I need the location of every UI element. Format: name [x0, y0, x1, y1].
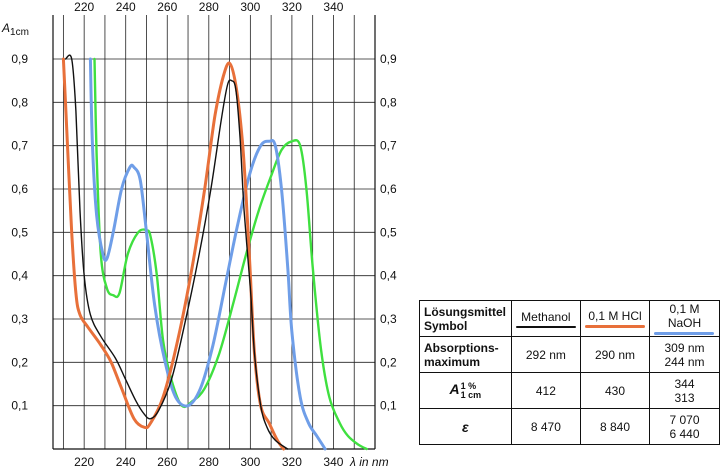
solvent-legend-table: Lösungsmittel Symbol Methanol 0,1 M HCl … [419, 300, 720, 445]
x-tick-label-top: 260 [157, 0, 177, 14]
header-label-cell: Lösungsmittel Symbol [419, 300, 512, 337]
table-cell: 430 [579, 372, 650, 409]
y-tick-label: 0,2 [11, 355, 28, 369]
label-sup: 1 % [460, 380, 477, 391]
x-tick-label: 340 [323, 455, 343, 467]
row-label-epsilon: ε [419, 408, 512, 445]
cell-line1: 7 070 [669, 412, 700, 427]
y-tick-label: 0,6 [11, 182, 28, 196]
header-hcl-cell: 0,1 M HCl [579, 300, 650, 337]
y-tick-label-right: 0,1 [380, 399, 397, 413]
chart-series [61, 54, 368, 451]
cell-line2: 244 nm [664, 354, 705, 369]
table-cell: 290 nm [579, 336, 650, 373]
y-tick-label-right: 0,2 [380, 355, 397, 369]
x-tick-label: 260 [157, 455, 177, 467]
y-tick-label: 0,4 [11, 269, 28, 283]
x-tick-label-top: 280 [199, 0, 219, 14]
y-tick-label-right: 0,7 [380, 139, 397, 153]
y-tick-label: 0,7 [11, 139, 28, 153]
table-cell: 292 nm [510, 336, 581, 373]
x-tick-label-top: 300 [240, 0, 260, 14]
table-row: ε 8 470 8 840 7 070 6 440 [419, 408, 720, 445]
row-label-line2: maximum [424, 354, 481, 369]
x-tick-label: 240 [116, 455, 136, 467]
header-naoh-cell: 0,1 M NaOH [648, 300, 720, 337]
x-tick-label: 220 [74, 455, 94, 467]
table-row: Absorptions- maximum 292 nm 290 nm 309 n… [419, 336, 720, 373]
y-tick-label-right: 0,4 [380, 269, 397, 283]
y-tick-label: 0,3 [11, 312, 28, 326]
table-cell: 8 470 [510, 408, 581, 445]
row-label-line1: Absorptions- [424, 340, 499, 355]
y-tick-label: 0,9 [11, 52, 28, 66]
header-hcl-label: 0,1 M HCl [588, 309, 642, 323]
header-naoh-label: 0,1 M NaOH [667, 302, 702, 330]
x-tick-label-top: 240 [116, 0, 136, 14]
y-tick-label: 0,1 [11, 399, 28, 413]
header-label-solvent: Lösungsmittel [424, 304, 507, 319]
methanol-line-swatch [515, 325, 576, 328]
chart-grid [53, 15, 375, 449]
series-line-1 [64, 54, 289, 450]
x-tick-label: 300 [240, 455, 260, 467]
label-a: A [449, 380, 460, 397]
row-label-absorption: Absorptions- maximum [419, 336, 512, 373]
header-methanol-label: Methanol [521, 309, 571, 324]
cell-line1: 309 nm [664, 340, 705, 355]
y-tick-label-right: 0,3 [380, 312, 397, 326]
y-tick-label: 0,5 [11, 225, 28, 239]
series-line-4 [93, 57, 368, 451]
y-tick-label-right: 0,6 [380, 182, 397, 196]
hcl-line-swatch [584, 325, 645, 328]
chart-axes [52, 15, 376, 450]
x-tick-label: 320 [282, 455, 302, 467]
naoh-line-swatch [654, 332, 715, 335]
chart-labels: 220 240 260 280 300 320 340 220 240 260 280 300 320 3… [1, 0, 397, 467]
table-header-row: Lösungsmittel Symbol Methanol 0,1 M HCl … [419, 300, 720, 337]
x-tick-label-top: 220 [74, 0, 94, 14]
header-methanol-cell: Methanol [510, 300, 581, 337]
y-axis-label: A1cm [1, 21, 29, 38]
x-axis-label: λ in nm [349, 455, 389, 467]
table-cell: 309 nm 244 nm [648, 336, 720, 373]
y-tick-label-right: 0,5 [380, 225, 397, 239]
y-tick-label: 0,8 [11, 95, 28, 109]
table-cell: 8 840 [579, 408, 650, 445]
x-tick-label-top: 320 [282, 0, 302, 14]
header-label-symbol: Symbol [424, 318, 468, 333]
cell-line2: 6 440 [669, 426, 700, 441]
table-cell: 7 070 6 440 [648, 408, 720, 445]
cell-line2: 313 [674, 390, 695, 405]
label-sub: 1 cm [460, 389, 482, 400]
series-line-3 [88, 57, 327, 451]
x-tick-label: 280 [199, 455, 219, 467]
y-tick-label-right: 0,8 [380, 95, 397, 109]
table-cell: 412 [510, 372, 581, 409]
y-tick-label-right: 0,9 [380, 52, 397, 66]
table-cell: 344 313 [648, 372, 720, 409]
x-tick-label-top: 340 [323, 0, 343, 14]
cell-line1: 344 [674, 376, 695, 391]
